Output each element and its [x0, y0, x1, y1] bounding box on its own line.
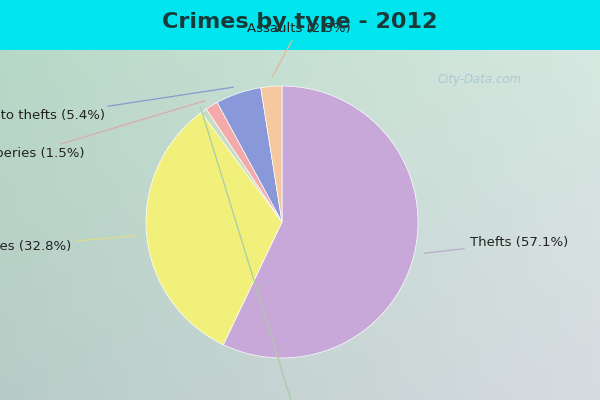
Text: Auto thefts (5.4%): Auto thefts (5.4%)	[0, 87, 233, 122]
Text: Assaults (2.5%): Assaults (2.5%)	[247, 22, 350, 77]
Wedge shape	[223, 86, 418, 358]
Text: Robberies (1.5%): Robberies (1.5%)	[0, 100, 205, 160]
Wedge shape	[202, 109, 282, 222]
Text: City-Data.com: City-Data.com	[438, 74, 522, 86]
Text: Thefts (57.1%): Thefts (57.1%)	[424, 236, 568, 253]
Wedge shape	[217, 88, 282, 222]
Text: Burglaries (32.8%): Burglaries (32.8%)	[0, 236, 137, 253]
Wedge shape	[261, 86, 282, 222]
Wedge shape	[206, 102, 282, 222]
Wedge shape	[146, 112, 282, 345]
Text: Crimes by type - 2012: Crimes by type - 2012	[163, 12, 437, 32]
Text: Rapes (0.7%): Rapes (0.7%)	[201, 108, 340, 400]
